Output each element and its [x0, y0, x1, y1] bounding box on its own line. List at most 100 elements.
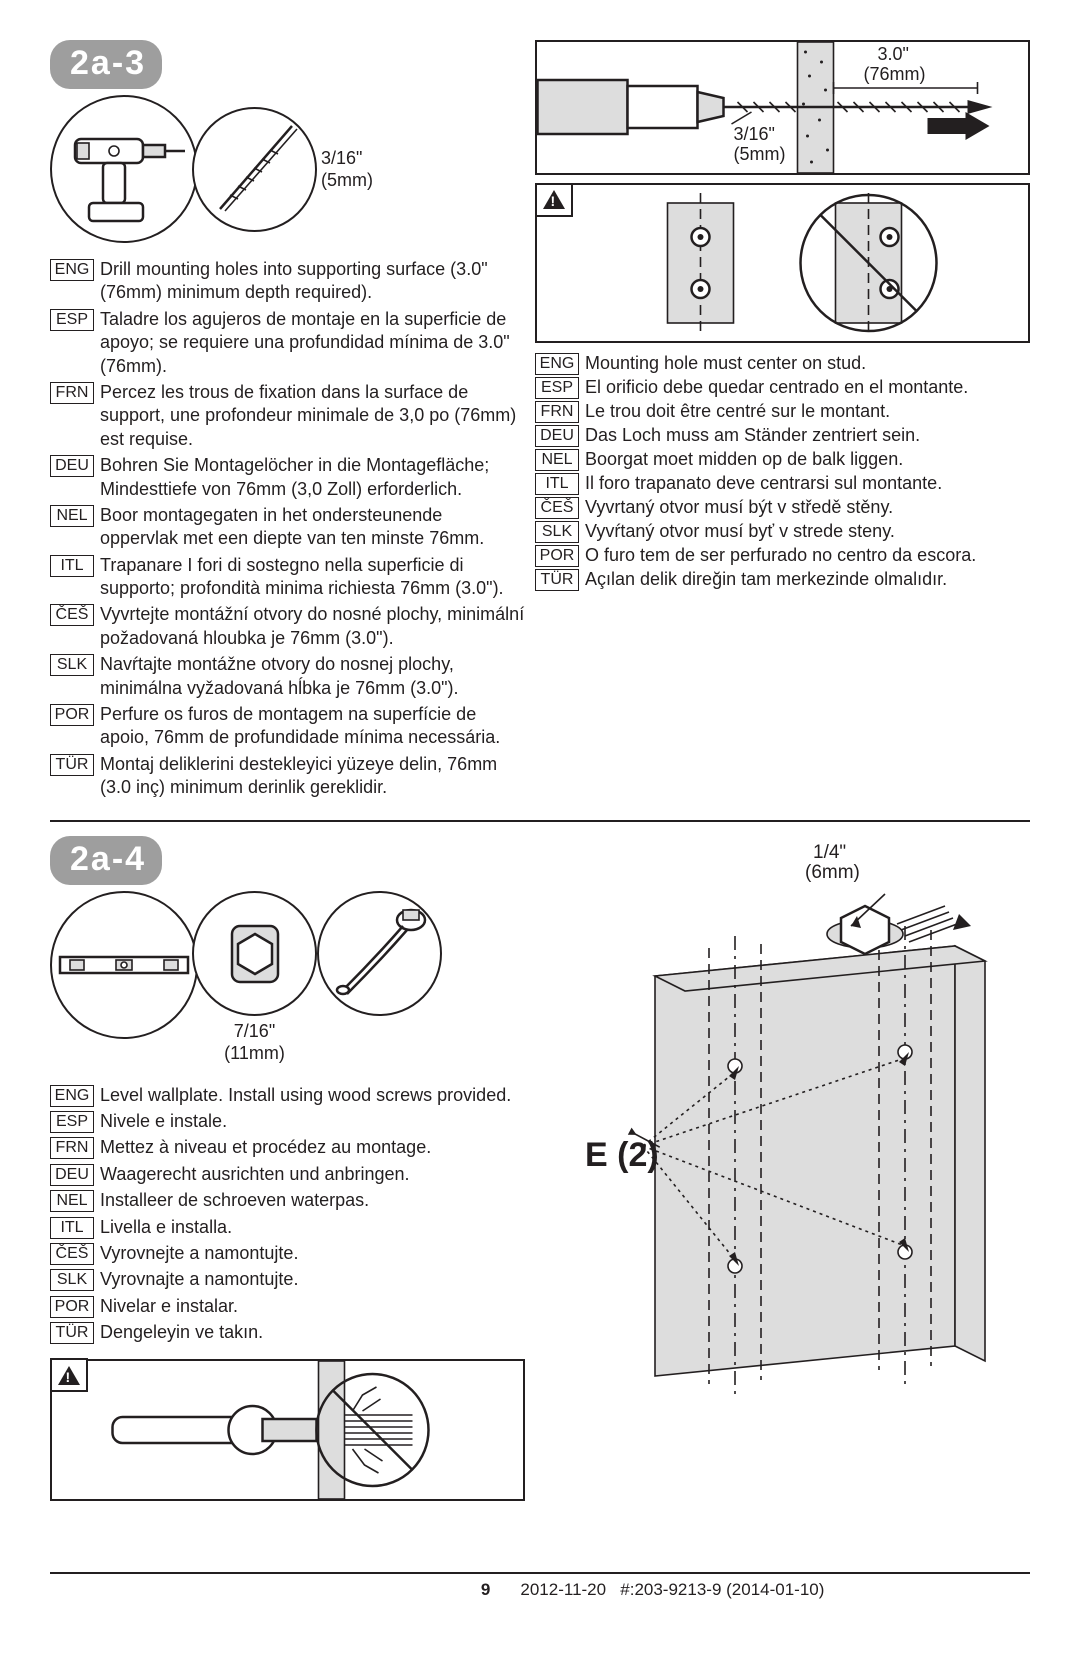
instruction-text: Installeer de schroeven waterpas.	[100, 1188, 525, 1212]
lang-code: SLK	[535, 521, 579, 543]
doc-id: 2012-11-20 #:203-9213-9 (2014-01-10)	[520, 1580, 1030, 1600]
lang-code: ESP	[50, 309, 94, 331]
drill-icon	[50, 95, 198, 243]
instruction-text: Level wallplate. Install using wood scre…	[100, 1083, 525, 1107]
lang-code: ENG	[50, 259, 94, 281]
instruction-row: ITL Livella e installa.	[50, 1215, 525, 1239]
lang-code: ČEŠ	[535, 497, 579, 519]
instruction-row: DEU Das Loch muss am Ständer zentriert se…	[535, 423, 1030, 447]
instructions-2a-4: ENGLevel wallplate. Install using wood s…	[50, 1083, 525, 1345]
lang-code: SLK	[50, 1269, 94, 1291]
ratchet-icon	[317, 891, 442, 1016]
instruction-row: SLK Vyrovnajte a namontujte.	[50, 1267, 525, 1291]
instruction-row: DEUBohren Sie Montagelöcher in die Monta…	[50, 453, 525, 501]
instruction-row: NELBoor montagegaten in het ondersteunen…	[50, 503, 525, 551]
page-number: 9	[50, 1580, 520, 1600]
instruction-text: Nivele e instale.	[100, 1109, 525, 1133]
instruction-row: ITL Il foro trapanato deve centrarsi sul …	[535, 471, 1030, 495]
instruction-row: NEL Installeer de schroeven waterpas.	[50, 1188, 525, 1212]
instruction-text: Navŕtajte montážne otvory do nosnej ploc…	[100, 652, 525, 700]
instruction-text: O furo tem de ser perfurado no centro da…	[585, 543, 1030, 567]
lang-code: FRN	[50, 382, 94, 404]
instruction-row: TÜRDengeleyin ve takın.	[50, 1320, 525, 1344]
socket-icon	[192, 891, 317, 1016]
instruction-text: Drill mounting holes into supporting sur…	[100, 257, 525, 305]
lang-code: POR	[535, 545, 579, 567]
lang-code: ČEŠ	[50, 604, 94, 626]
lang-code: DEU	[50, 455, 94, 477]
wallplate-install-diagram: 1/4" (6mm) E (2)	[535, 836, 1025, 1396]
stud-center-diagram	[535, 183, 1030, 343]
warning-icon	[535, 183, 573, 217]
instruction-row: ESPEl orificio debe quedar centrado en e…	[535, 375, 1030, 399]
instruction-row: POR Perfure os furos de montagem na super…	[50, 702, 525, 750]
lang-code: POR	[50, 704, 94, 726]
svg-text:(5mm): (5mm)	[734, 144, 786, 164]
lang-code: ESP	[535, 377, 579, 399]
instruction-row: FRNPercez les trous de fixation dans la …	[50, 380, 525, 451]
lang-code: NEL	[50, 1190, 94, 1212]
lang-code: NEL	[535, 449, 579, 471]
drill-bit-icon	[192, 107, 317, 232]
instructions-2a-3: ENG Drill mounting holes into supporting …	[50, 257, 525, 800]
svg-text:3/16": 3/16"	[734, 124, 775, 144]
socket-size-label: 7/16" (11mm)	[192, 1020, 317, 1065]
instruction-text: Livella e installa.	[100, 1215, 525, 1239]
step-badge-2a-3: 2a-3	[50, 40, 162, 89]
instruction-row: ITL Trapanare I fori di sostegno nella su…	[50, 553, 525, 601]
instruction-text: Vyrovnajte a namontujte.	[100, 1267, 525, 1291]
instruction-row: ESP Taladre los agujeros de montaje en la…	[50, 307, 525, 378]
instruction-row: POR O furo tem de ser perfurado no centro…	[535, 543, 1030, 567]
tools-row-2a-3: 3/16" (5mm)	[50, 95, 525, 243]
svg-text:E (2): E (2)	[585, 1136, 659, 1174]
tools-row-2a-4: 7/16" (11mm)	[50, 891, 525, 1065]
instruction-text: Il foro trapanato deve centrarsi sul mon…	[585, 471, 1030, 495]
section-divider	[50, 820, 1030, 822]
instruction-text: Dengeleyin ve takın.	[100, 1320, 525, 1344]
instruction-text: Açılan delik direğin tam merkezinde olma…	[585, 567, 1030, 591]
lang-code: ITL	[50, 1217, 94, 1239]
instruction-row: DEUWaagerecht ausrichten und anbringen.	[50, 1162, 525, 1186]
instruction-text: Montaj deliklerini destekleyici yüzeye d…	[100, 752, 525, 800]
instruction-row: SLK Navŕtajte montážne otvory do nosnej p…	[50, 652, 525, 700]
overtighten-warning	[50, 1359, 525, 1501]
instruction-row: TÜRAçılan delik direğin tam merkezinde o…	[535, 567, 1030, 591]
svg-text:1/4": 1/4"	[813, 842, 846, 863]
lang-code: ITL	[50, 555, 94, 577]
instruction-text: Waagerecht ausrichten und anbringen.	[100, 1162, 525, 1186]
instruction-text: Vyvrtaný otvor musí být v středě stěny.	[585, 495, 1030, 519]
instruction-text: Mounting hole must center on stud.	[585, 351, 1030, 375]
warning-icon	[50, 1358, 88, 1392]
svg-text:(6mm): (6mm)	[805, 862, 860, 883]
lang-code: ENG	[535, 353, 579, 375]
instruction-row: FRN Mettez à niveau et procédez au montag…	[50, 1135, 525, 1159]
instruction-row: TÜR Montaj deliklerini destekleyici yüzey…	[50, 752, 525, 800]
instruction-text: Taladre los agujeros de montaje en la su…	[100, 307, 525, 378]
instructions-right-1: ENGMounting hole must center on stud.ESP…	[535, 351, 1030, 591]
lang-code: ITL	[535, 473, 579, 495]
page-footer: 9 2012-11-20 #:203-9213-9 (2014-01-10)	[50, 1572, 1030, 1600]
svg-text:3.0": 3.0"	[878, 44, 909, 64]
svg-text:(76mm): (76mm)	[864, 64, 926, 84]
instruction-row: ČEŠVyvrtejte montážní otvory do nosné pl…	[50, 602, 525, 650]
instruction-row: NELBoorgat moet midden op de balk liggen…	[535, 447, 1030, 471]
instruction-text: Das Loch muss am Ständer zentriert sein.	[585, 423, 1030, 447]
lang-code: DEU	[535, 425, 579, 447]
instruction-row: FRNLe trou doit être centré sur le monta…	[535, 399, 1030, 423]
instruction-text: Nivelar e instalar.	[100, 1294, 525, 1318]
drill-wall-diagram: 3.0" (76mm) 3/16" (5mm)	[535, 40, 1030, 175]
step-badge-2a-4: 2a-4	[50, 836, 162, 885]
bit-size-label: 3/16" (5mm)	[321, 147, 373, 192]
instruction-text: Trapanare I fori di sostegno nella super…	[100, 553, 525, 601]
instruction-text: Perfure os furos de montagem na superfíc…	[100, 702, 525, 750]
instruction-text: Mettez à niveau et procédez au montage.	[100, 1135, 525, 1159]
lang-code: POR	[50, 1296, 94, 1318]
lang-code: TÜR	[50, 754, 94, 776]
instruction-text: Vyvŕtaný otvor musí byť v strede steny.	[585, 519, 1030, 543]
instruction-row: ENG Mounting hole must center on stud.	[535, 351, 1030, 375]
lang-code: SLK	[50, 654, 94, 676]
instruction-row: ESPNivele e instale.	[50, 1109, 525, 1133]
instruction-row: SLK Vyvŕtaný otvor musí byť v strede sten…	[535, 519, 1030, 543]
lang-code: ČEŠ	[50, 1243, 94, 1265]
lang-code: FRN	[50, 1137, 94, 1159]
